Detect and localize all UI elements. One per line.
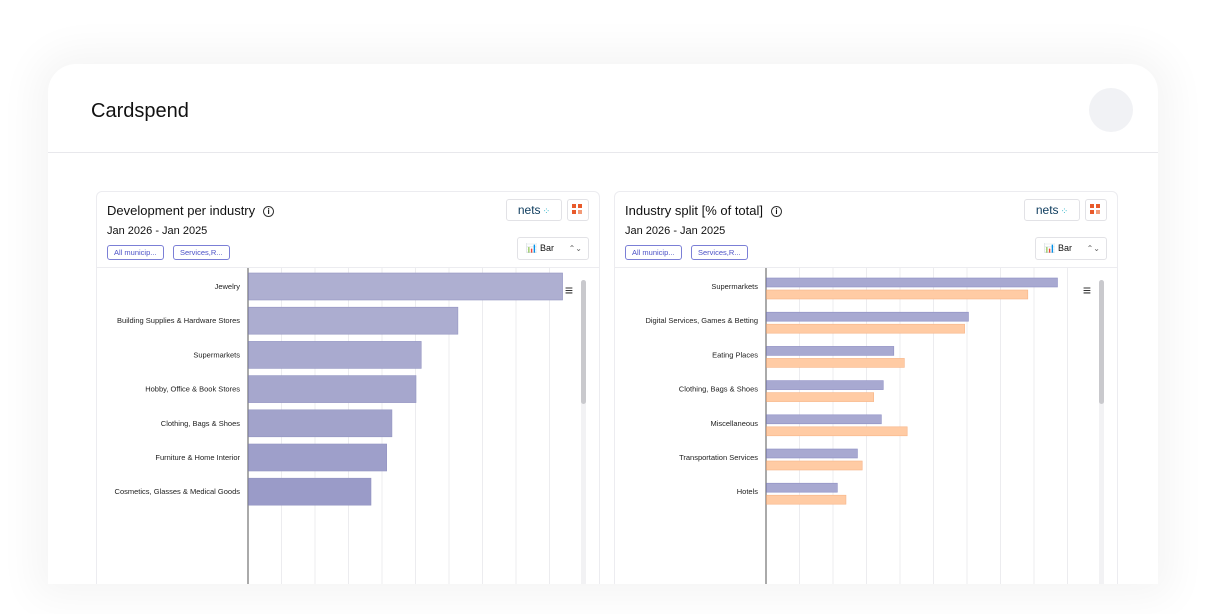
bar[interactable] xyxy=(766,380,884,390)
category-label: Clothing, Bags & Shoes xyxy=(679,385,758,394)
card-divider xyxy=(615,267,1117,268)
nets-dots-icon: ⁘ xyxy=(542,206,551,216)
bar[interactable] xyxy=(248,409,393,438)
card-title: Industry split [% of total] i xyxy=(625,203,783,218)
category-label: Furniture & Home Interior xyxy=(155,453,240,462)
chart-scrollbar[interactable] xyxy=(1099,280,1104,584)
bar[interactable] xyxy=(248,272,563,301)
header-divider xyxy=(48,152,1158,153)
category-label: Building Supplies & Hardware Stores xyxy=(117,316,240,325)
category-label: Hotels xyxy=(737,487,759,496)
category-label: Jewelry xyxy=(215,282,241,291)
bar[interactable] xyxy=(766,448,858,459)
bar[interactable] xyxy=(766,460,863,471)
scrollbar-thumb[interactable] xyxy=(581,280,586,404)
category-label: Digital Services, Games & Betting xyxy=(645,316,758,325)
info-icon[interactable]: i xyxy=(263,206,275,217)
category-label: Supermarkets xyxy=(711,282,758,291)
info-icon[interactable]: i xyxy=(771,206,783,217)
nets-logo: nets ⁘ xyxy=(1024,199,1080,221)
category-label: Eating Places xyxy=(712,350,758,359)
filter-chip-services[interactable]: Services,R... xyxy=(173,245,230,260)
category-label: Clothing, Bags & Shoes xyxy=(161,419,240,428)
bar[interactable] xyxy=(248,443,387,472)
bar[interactable] xyxy=(766,482,838,493)
bar[interactable] xyxy=(766,358,905,368)
chart-type-label: Bar xyxy=(1058,243,1073,253)
category-label: Supermarkets xyxy=(193,350,240,359)
chart-type-select[interactable]: 📊 Bar ⌃⌄ xyxy=(1035,237,1107,260)
bar-chart-icon: 📊 xyxy=(526,243,538,253)
category-label: Miscellaneous xyxy=(710,419,758,428)
date-range: Jan 2026 - Jan 2025 xyxy=(625,225,726,237)
bar[interactable] xyxy=(248,375,417,403)
filter-chip-services[interactable]: Services,R... xyxy=(691,245,748,260)
bar-chart: Jewelry Building Supplies & Hardware Stor… xyxy=(115,268,563,584)
bar[interactable] xyxy=(248,306,459,335)
bar[interactable] xyxy=(766,323,965,334)
bar[interactable] xyxy=(766,277,1058,288)
category-label: Transportation Services xyxy=(679,453,758,462)
updown-chevron-icon: ⌃⌄ xyxy=(568,244,582,253)
bar-chart: Supermarkets Digital Services, Games & Be… xyxy=(645,268,1068,584)
category-label: Hobby, Office & Book Stores xyxy=(145,385,240,394)
hamburger-menu-icon[interactable]: ≡ xyxy=(564,282,573,298)
scrollbar-thumb[interactable] xyxy=(1099,280,1104,404)
brand-name: nets xyxy=(1035,203,1059,217)
card-industry-split: Industry split [% of total] i Jan 2026 - … xyxy=(614,191,1118,584)
category-label: Cosmetics, Glasses & Medical Goods xyxy=(115,487,241,496)
bar[interactable] xyxy=(766,346,895,356)
chart-type-label: Bar xyxy=(540,243,555,253)
filter-chip-municipality[interactable]: All municip... xyxy=(107,245,164,260)
card-development-per-industry: Development per industry i Jan 2026 - Jan… xyxy=(96,191,600,584)
bar[interactable] xyxy=(766,311,969,322)
brand-name: nets xyxy=(517,203,541,217)
nets-dots-icon: ⁘ xyxy=(1060,206,1069,216)
hamburger-menu-icon[interactable]: ≡ xyxy=(1082,282,1091,298)
filter-chip-municipality[interactable]: All municip... xyxy=(625,245,682,260)
bar[interactable] xyxy=(766,494,847,505)
widget-menu-button[interactable] xyxy=(1085,199,1107,221)
bar[interactable] xyxy=(766,426,908,437)
card-title: Development per industry i xyxy=(107,203,275,218)
widget-menu-button[interactable] xyxy=(567,199,589,221)
bar[interactable] xyxy=(248,477,372,506)
card-title-text: Development per industry xyxy=(107,203,256,218)
nets-logo: nets ⁘ xyxy=(506,199,562,221)
user-avatar[interactable] xyxy=(1089,88,1133,132)
chart-type-select[interactable]: 📊 Bar ⌃⌄ xyxy=(517,237,589,260)
bar[interactable] xyxy=(766,392,874,402)
bar-chart-icon: 📊 xyxy=(1044,243,1056,253)
card-title-text: Industry split [% of total] xyxy=(625,203,764,218)
updown-chevron-icon: ⌃⌄ xyxy=(1086,244,1100,253)
bar[interactable] xyxy=(766,289,1029,300)
bar[interactable] xyxy=(766,414,882,425)
chart-scrollbar[interactable] xyxy=(581,280,586,584)
app-title: Cardspend xyxy=(91,100,189,122)
card-divider xyxy=(97,267,599,268)
app-window: Cardspend Development per industry i Jan … xyxy=(48,64,1158,584)
date-range: Jan 2026 - Jan 2025 xyxy=(107,225,208,237)
bar[interactable] xyxy=(248,341,422,369)
